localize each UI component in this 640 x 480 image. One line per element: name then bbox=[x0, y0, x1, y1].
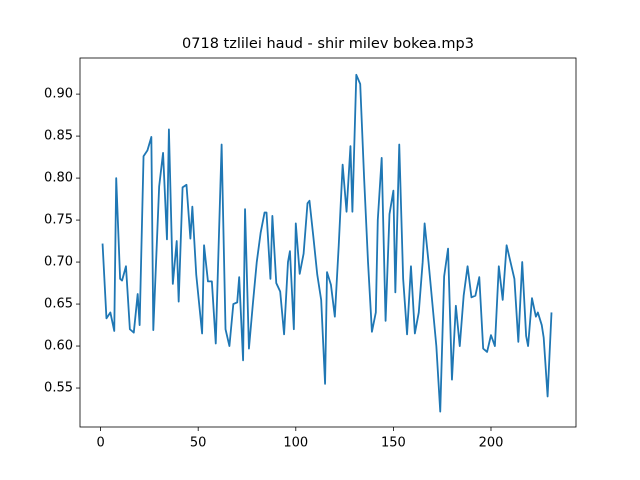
x-tick-label: 200 bbox=[479, 436, 504, 451]
plot-frame bbox=[79, 57, 577, 428]
y-tick-label: 0.90 bbox=[44, 87, 73, 102]
y-tick-label: 0.60 bbox=[44, 339, 73, 354]
x-tick-label: 50 bbox=[190, 436, 207, 451]
chart-title: 0718 tzlilei haud - shir milev bokea.mp3 bbox=[182, 36, 474, 52]
x-tick-label: 100 bbox=[283, 436, 308, 451]
x-tick-label: 0 bbox=[96, 436, 104, 451]
y-tick-label: 0.65 bbox=[44, 297, 73, 312]
x-tick-label: 150 bbox=[381, 436, 406, 451]
y-tick-label: 0.85 bbox=[44, 129, 73, 144]
y-tick-label: 0.80 bbox=[44, 171, 73, 186]
y-tick-label: 0.55 bbox=[44, 381, 73, 396]
y-tick-label: 0.70 bbox=[44, 255, 73, 270]
y-tick-label: 0.75 bbox=[44, 213, 73, 228]
data-line bbox=[101, 73, 553, 413]
